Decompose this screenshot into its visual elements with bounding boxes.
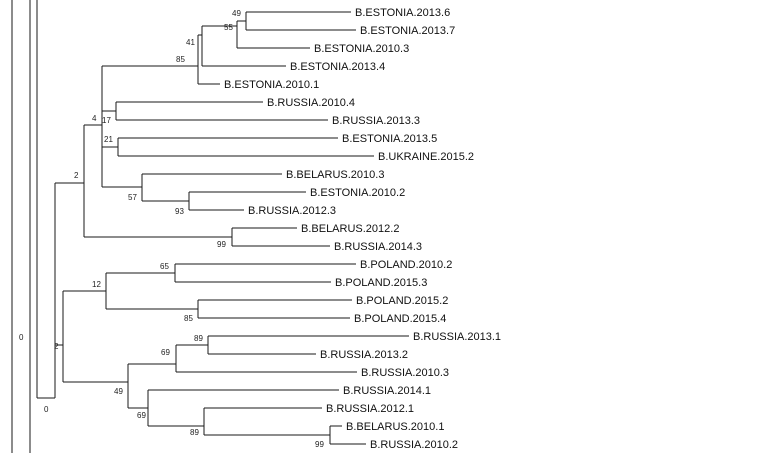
leaf-label: B.BELARUS.2012.2 [301, 223, 399, 235]
leaf-label: B.BELARUS.2010.3 [286, 169, 384, 181]
support-value: 69 [161, 348, 170, 357]
leaf-label: B.ESTONIA.2013.6 [355, 7, 450, 19]
leaf-label: B.BELARUS.2010.1 [346, 421, 444, 433]
leaf-label: B.RUSSIA.2013.2 [320, 349, 408, 361]
support-value: 2 [74, 171, 79, 180]
leaf-label: B.RUSSIA.2014.1 [343, 385, 431, 397]
support-value: 4 [92, 114, 97, 123]
support-value: 69 [137, 411, 146, 420]
leaf-label: B.UKRAINE.2015.2 [378, 151, 474, 163]
leaf-label: B.POLAND.2015.3 [335, 277, 427, 289]
support-value: 0 [44, 405, 49, 414]
support-value: 57 [128, 193, 137, 202]
leaf-label: B.ESTONIA.2013.5 [342, 133, 437, 145]
support-value: 93 [175, 207, 184, 216]
leaf-label: B.RUSSIA.2013.3 [332, 115, 420, 127]
support-value: 55 [224, 23, 233, 32]
leaf-label: B.POLAND.2015.2 [356, 295, 448, 307]
support-value: 17 [102, 116, 111, 125]
support-value: 49 [114, 387, 123, 396]
support-value: 21 [104, 135, 113, 144]
leaf-label: B.POLAND.2010.2 [360, 259, 452, 271]
leaf-label: B.ESTONIA.2013.4 [290, 61, 385, 73]
leaf-labels: B.ESTONIA.2013.6 B.ESTONIA.2013.7 B.ESTO… [224, 7, 501, 451]
support-value: 99 [315, 440, 324, 449]
support-value: 89 [194, 334, 203, 343]
leaf-label: B.ESTONIA.2010.2 [310, 187, 405, 199]
bootstrap-support-values: 49 55 41 85 4 17 21 57 93 2 99 65 12 85 … [19, 9, 324, 449]
leaf-label: B.RUSSIA.2010.2 [370, 439, 458, 451]
leaf-label: B.ESTONIA.2013.7 [360, 25, 455, 37]
support-value: 41 [186, 38, 195, 47]
leaf-label: B.ESTONIA.2010.1 [224, 79, 319, 91]
support-value: 65 [160, 262, 169, 271]
leaf-label: B.RUSSIA.2012.1 [326, 403, 414, 415]
support-value: 2 [54, 342, 59, 351]
leaf-label: B.RUSSIA.2013.1 [413, 331, 501, 343]
leaf-label: B.RUSSIA.2014.3 [334, 241, 422, 253]
leaf-label: B.POLAND.2015.4 [354, 313, 446, 325]
leaf-label: B.RUSSIA.2010.4 [267, 97, 355, 109]
leaf-label: B.RUSSIA.2012.3 [248, 205, 336, 217]
support-value: 85 [184, 314, 193, 323]
leaf-label: B.ESTONIA.2010.3 [314, 43, 409, 55]
tree-branches [11, 0, 409, 453]
support-value: 89 [190, 428, 199, 437]
leaf-label: B.RUSSIA.2010.3 [361, 367, 449, 379]
support-value: 12 [92, 280, 101, 289]
support-value: 85 [176, 55, 185, 64]
support-value: 99 [217, 240, 226, 249]
support-value: 49 [232, 9, 241, 18]
support-value: 0 [19, 333, 24, 342]
